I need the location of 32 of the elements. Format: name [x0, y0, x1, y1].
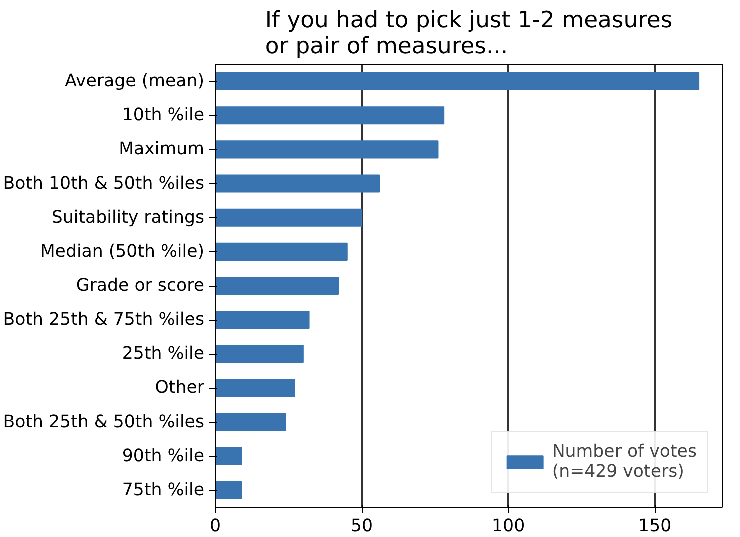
bar — [216, 174, 380, 193]
y-tick-label: Both 25th & 50th %iles — [3, 412, 205, 432]
bar — [216, 72, 700, 91]
bar — [216, 242, 348, 261]
bar — [216, 413, 286, 432]
bar — [216, 481, 242, 500]
y-tick-label: 25th %ile — [122, 344, 205, 364]
y-tick-label: 75th %ile — [122, 480, 205, 500]
bar — [216, 208, 363, 227]
y-tick-label: Both 10th & 50th %iles — [3, 174, 205, 194]
y-tick-label: Both 25th & 75th %iles — [3, 310, 205, 330]
y-tick-label: Median (50th %ile) — [40, 242, 205, 262]
chart-title: If you had to pick just 1-2 measures or pair of measures... — [265, 8, 673, 60]
x-tick-label: 150 — [638, 516, 672, 536]
y-tick-label: Other — [155, 378, 206, 398]
bar — [216, 447, 242, 466]
bar — [216, 276, 340, 296]
y-tick-label: Maximum — [119, 140, 205, 160]
bar — [216, 379, 296, 398]
bar — [216, 106, 445, 125]
y-tick-label: Suitability ratings — [52, 208, 205, 228]
bar — [216, 140, 439, 159]
y-tick-label: Grade or score — [76, 276, 205, 296]
x-tick-label: 100 — [492, 516, 526, 536]
x-tick-label: 0 — [210, 516, 222, 536]
x-tick-label: 50 — [351, 516, 374, 536]
y-tick-label: 10th %ile — [122, 106, 205, 126]
bar — [216, 345, 304, 364]
legend-label: Number of votes (n=429 voters) — [552, 442, 697, 482]
bar — [216, 311, 310, 330]
y-tick-label: 90th %ile — [122, 446, 205, 466]
y-tick-label: Average (mean) — [65, 72, 204, 92]
